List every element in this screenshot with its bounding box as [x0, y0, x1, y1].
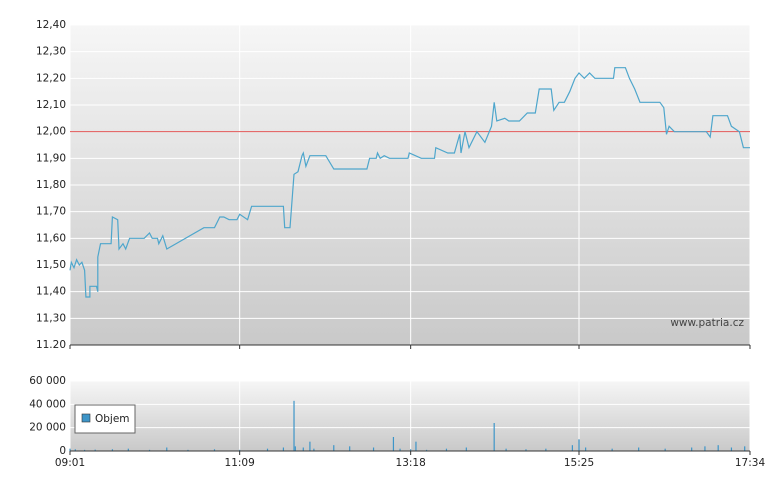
- y-tick-label: 11,30: [36, 312, 66, 324]
- volume-bar: [187, 449, 189, 451]
- volume-bar: [349, 446, 351, 451]
- x-tick-label: 11:09: [225, 457, 255, 469]
- volume-bar: [493, 423, 495, 451]
- volume-bar: [293, 400, 295, 451]
- y-tick-label: 11,80: [36, 179, 66, 191]
- volume-bar: [111, 449, 114, 451]
- y-tick-label: 12,00: [36, 126, 66, 138]
- x-tick-label: 09:01: [55, 457, 85, 469]
- volume-bar: [638, 447, 640, 451]
- volume-bar: [309, 441, 311, 451]
- y-tick-label: 11,50: [36, 259, 66, 271]
- volume-bar: [611, 448, 613, 451]
- price-line: [69, 67, 750, 298]
- y-tick-label: 12,30: [36, 46, 66, 58]
- volume-bar: [465, 447, 467, 451]
- volume-bar: [664, 448, 666, 451]
- volume-bar: [571, 445, 573, 451]
- y-tick-label: 12,10: [36, 99, 66, 111]
- volume-bar: [313, 448, 315, 451]
- volume-bar: [415, 441, 417, 451]
- volume-bar: [525, 449, 527, 451]
- y-tick-label: 12,40: [36, 19, 66, 31]
- volume-bar: [730, 447, 733, 451]
- volume-bar: [717, 445, 719, 451]
- y-tick-label: 12,20: [36, 72, 66, 84]
- y-tick-label: 0: [59, 445, 66, 457]
- volume-bar: [74, 449, 76, 451]
- volume-bar: [294, 446, 296, 451]
- x-tick-label: 17:34: [735, 457, 766, 469]
- volume-bar: [213, 449, 216, 451]
- legend-label: Objem: [95, 413, 130, 425]
- legend-swatch: [81, 413, 91, 423]
- y-tick-label: 60 000: [29, 375, 66, 387]
- volume-bar: [545, 448, 547, 451]
- volume-bar: [302, 447, 304, 451]
- volume-bar: [266, 448, 269, 451]
- volume-bar: [744, 446, 746, 451]
- x-tick-label: 13:18: [396, 457, 426, 469]
- volume-bar: [282, 447, 285, 451]
- volume-bar: [127, 448, 129, 451]
- volume-bar: [578, 439, 580, 451]
- volume-bar: [425, 449, 428, 451]
- volume-bar: [505, 448, 507, 451]
- y-tick-label: 11,40: [36, 286, 66, 298]
- y-tick-label: 20 000: [29, 422, 66, 434]
- volume-bar: [392, 437, 395, 451]
- volume-bar: [410, 449, 412, 451]
- volume-panel: [70, 381, 750, 451]
- y-tick-label: 11.20: [36, 339, 66, 351]
- x-tick-label: 15:25: [564, 457, 594, 469]
- watermark: www.patria.cz: [670, 317, 744, 329]
- volume-bar: [166, 447, 168, 451]
- y-tick-label: 11,70: [36, 206, 66, 218]
- volume-bar: [445, 448, 448, 451]
- volume-bar: [585, 447, 587, 451]
- y-tick-label: 11,90: [36, 152, 66, 164]
- volume-bar: [148, 449, 151, 451]
- volume-bar: [691, 447, 693, 451]
- volume-bar: [83, 449, 86, 451]
- volume-bar: [69, 448, 71, 451]
- volume-bar: [333, 445, 335, 451]
- y-tick-label: 11,60: [36, 232, 66, 244]
- y-tick-label: 40 000: [29, 398, 66, 410]
- volume-bar: [704, 446, 706, 451]
- volume-bar: [94, 449, 96, 451]
- volume-bar: [372, 447, 375, 451]
- volume-bar: [239, 449, 241, 451]
- volume-bar: [399, 448, 401, 451]
